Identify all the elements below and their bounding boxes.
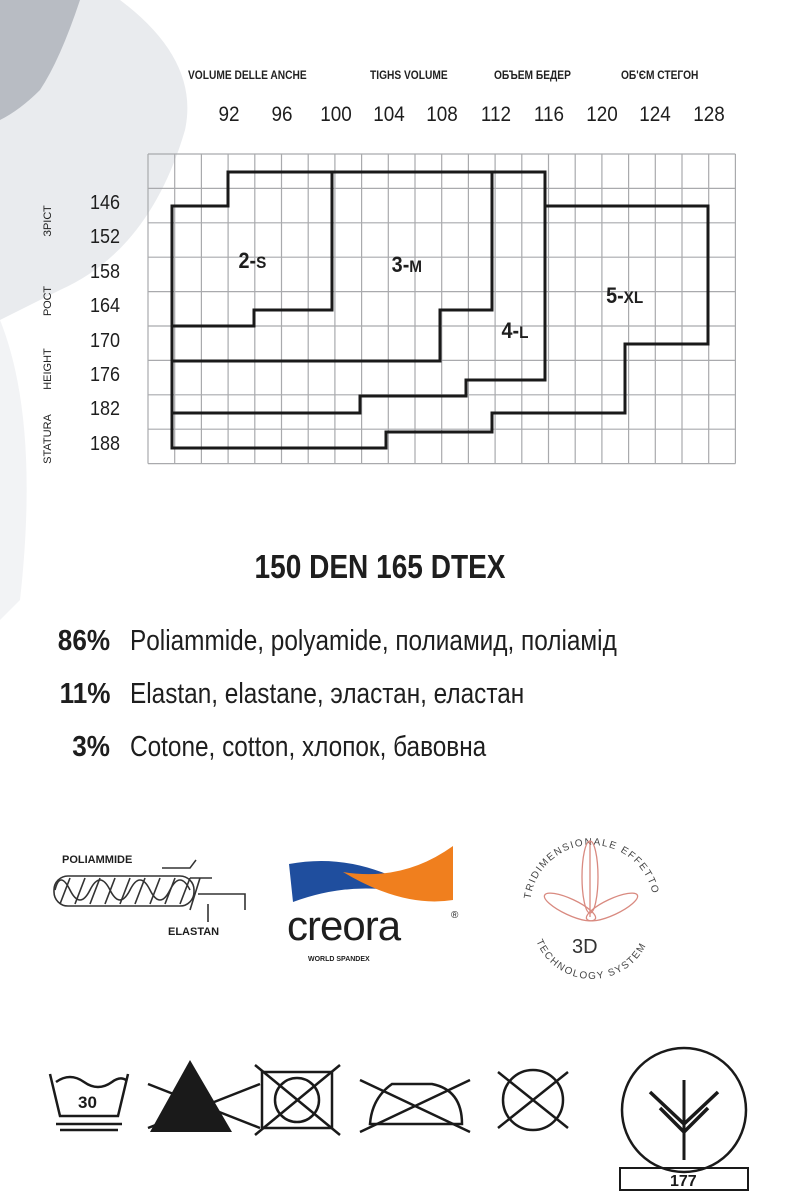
- x-tick-label: 116: [533, 103, 564, 126]
- creora-tagline: WORLD SPANDEX: [308, 956, 370, 963]
- creora-swoosh-icon: [289, 846, 453, 902]
- x-tick-label: 112: [480, 103, 511, 126]
- x-tick-label: 128: [692, 103, 725, 126]
- fiber-top-label: POLIAMMIDE: [62, 854, 133, 866]
- no-dry-clean-icon: [497, 1068, 569, 1132]
- composition-row: 11% Elastan, elastane, эластан, еластан: [0, 678, 800, 718]
- size-3-boundary: [170, 170, 494, 363]
- logo-3d-text: 3D: [572, 936, 598, 958]
- size-5-label: 5-XL: [606, 283, 644, 308]
- x-tick-label: 92: [218, 103, 240, 126]
- creora-wordmark: creora: [287, 902, 401, 949]
- y-tick-label: 158: [89, 260, 120, 283]
- composition-text: Poliammide, polyamide, полиамид, поліамі…: [130, 625, 617, 657]
- size-4-label: 4-L: [501, 318, 529, 343]
- size-5-boundary: [170, 204, 710, 450]
- ring-top-text: TRIDIMENSIONALE EFFETTO: [523, 837, 660, 900]
- x-tick-label: 96: [271, 103, 293, 126]
- y-tick-label: 146: [89, 192, 120, 214]
- x-tick-label: 120: [586, 103, 618, 126]
- wash-30-icon: [48, 1073, 130, 1132]
- creora-logo: creora ® WORLD SPANDEX: [283, 842, 473, 972]
- composition-row: 86% Poliammide, polyamide, полиамид, пол…: [0, 625, 800, 665]
- y-tick-label: 188: [89, 432, 120, 455]
- no-iron-icon: [359, 1078, 471, 1134]
- fiber-structure-logo: POLIAMMIDE ELASTAN: [50, 850, 260, 950]
- effect-3d-logo: TRIDIMENSIONALE EFFETTO TECHNOLOGY SYSTE…: [512, 827, 672, 987]
- composition-row: 3% Cotone, cotton, хлопок, бавовна: [0, 731, 800, 771]
- creora-registered: ®: [451, 910, 459, 921]
- y-tick-label: 170: [89, 329, 120, 352]
- size-grid: [147, 153, 737, 465]
- y-tick-label: 152: [89, 226, 120, 249]
- composition-text: Elastan, elastane, эластан, еластан: [130, 678, 525, 710]
- fiber-coil-icon: [53, 859, 246, 922]
- care-symbols: 30 177: [48, 1046, 749, 1191]
- x-tick-label: 100: [319, 103, 352, 126]
- size-3-label: 3-M: [391, 252, 423, 277]
- composition-text: Cotone, cotton, хлопок, бавовна: [130, 731, 487, 763]
- hip-header-ru: ОБЪЕМ БЕДЕР: [494, 68, 571, 82]
- x-tick-label: 108: [426, 103, 458, 126]
- composition-percent: 86%: [57, 625, 110, 657]
- cert-number: 177: [670, 1173, 697, 1190]
- certification-icon: [619, 1046, 749, 1191]
- fiber-bottom-label: ELASTAN: [168, 926, 220, 938]
- density-spec: 150 DEN 165 DTEX: [254, 548, 506, 585]
- hip-header-ua: ОБ'ЄМ СТЕГОН: [621, 68, 699, 82]
- hip-header-en: TIGHS VOLUME: [370, 68, 448, 82]
- y-tick-label: 182: [89, 398, 120, 421]
- size-2-label: 2-S: [238, 248, 267, 273]
- no-tumble-dry-icon: [254, 1064, 341, 1136]
- svg-text:TRIDIMENSIONALE EFFETTO: TRIDIMENSIONALE EFFETTO: [523, 837, 661, 900]
- bleach-triangle-icon: [150, 1060, 232, 1132]
- y-tick-label: 176: [89, 364, 120, 386]
- x-tick-label: 104: [373, 103, 405, 126]
- y-tick-label: 164: [89, 295, 120, 318]
- hip-header-it: VOLUME DELLE ANCHE: [188, 68, 307, 82]
- effect-3d-emblem-icon: TRIDIMENSIONALE EFFETTO TECHNOLOGY SYSTE…: [523, 837, 661, 982]
- wash-temp: 30: [78, 1093, 97, 1112]
- composition-percent: 11%: [59, 678, 110, 710]
- composition-percent: 3%: [72, 731, 110, 763]
- x-tick-label: 124: [639, 103, 672, 126]
